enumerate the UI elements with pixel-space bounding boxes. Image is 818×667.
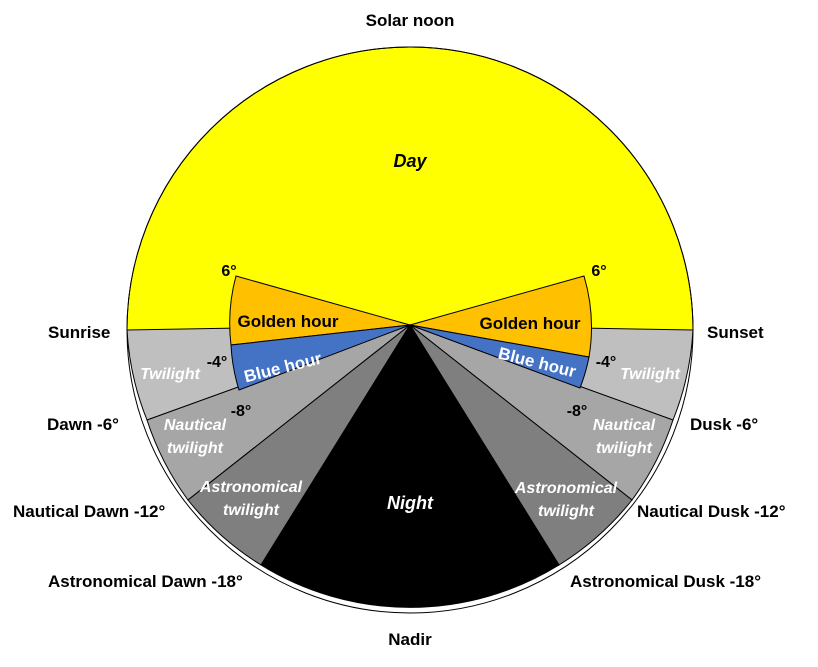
blue-hour-right-region bbox=[409, 324, 590, 389]
minus4-left-mark: -4° bbox=[207, 354, 228, 371]
nadir-label: Nadir bbox=[388, 630, 432, 649]
plus6-left-mark: 6° bbox=[221, 263, 236, 280]
astronomical-twilight-right-label-line1: Astronomical bbox=[514, 480, 618, 497]
golden-hour-right-label: Golden hour bbox=[479, 314, 580, 333]
nautical-dawn-label: Nautical Dawn -12° bbox=[13, 502, 165, 521]
night-label: Night bbox=[387, 493, 434, 513]
twilight-left-label: Twilight bbox=[140, 366, 201, 383]
diagram-outline bbox=[126, 46, 694, 614]
minus8-right-mark: -8° bbox=[567, 403, 588, 420]
nautical-twilight-right-label-line2: twilight bbox=[596, 440, 653, 457]
solar-noon-label: Solar noon bbox=[366, 11, 455, 30]
astronomical-dawn-label: Astronomical Dawn -18° bbox=[48, 572, 243, 591]
nautical-twilight-right-label-line1: Nautical bbox=[593, 417, 656, 434]
night-region bbox=[260, 324, 560, 608]
dawn-label: Dawn -6° bbox=[47, 415, 119, 434]
day-region bbox=[126, 46, 694, 331]
minus4-right-mark: -4° bbox=[596, 354, 617, 371]
day-label: Day bbox=[393, 151, 427, 171]
astronomical-twilight-left-label-line1: Astronomical bbox=[199, 479, 303, 496]
nautical-twilight-left-label-line2: twilight bbox=[167, 440, 224, 457]
blue-hour-left-region bbox=[230, 324, 411, 391]
nautical-twilight-left-label-line1: Nautical bbox=[164, 417, 227, 434]
golden-hour-left-label: Golden hour bbox=[237, 312, 338, 331]
sunset-label: Sunset bbox=[707, 323, 764, 342]
sunrise-label: Sunrise bbox=[48, 323, 110, 342]
astronomical-dusk-label: Astronomical Dusk -18° bbox=[570, 572, 761, 591]
twilight-right-label: Twilight bbox=[620, 366, 681, 383]
dusk-label: Dusk -6° bbox=[690, 415, 758, 434]
nautical-dusk-label: Nautical Dusk -12° bbox=[637, 502, 786, 521]
minus8-left-mark: -8° bbox=[231, 403, 252, 420]
astronomical-twilight-left-label-line2: twilight bbox=[223, 502, 280, 519]
astronomical-twilight-right-label-line2: twilight bbox=[538, 503, 595, 520]
plus6-right-mark: 6° bbox=[591, 263, 606, 280]
